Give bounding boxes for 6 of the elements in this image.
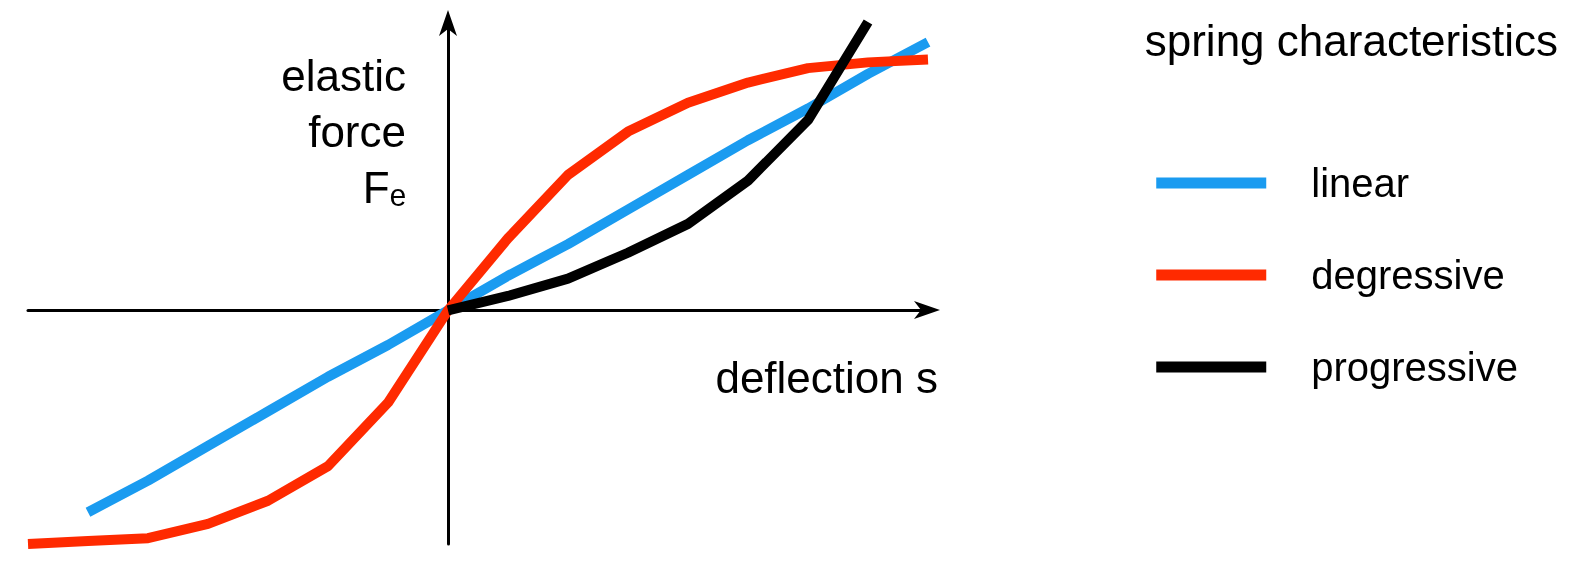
legend-label: degressive (1311, 253, 1505, 297)
x-axis-title: deflection s (715, 352, 938, 402)
legend-label: progressive (1311, 345, 1519, 389)
y-axis-title: elastic force Fₑ (281, 50, 406, 212)
legend-label: linear (1311, 161, 1410, 205)
legend-title: spring characteristics (1144, 15, 1559, 65)
